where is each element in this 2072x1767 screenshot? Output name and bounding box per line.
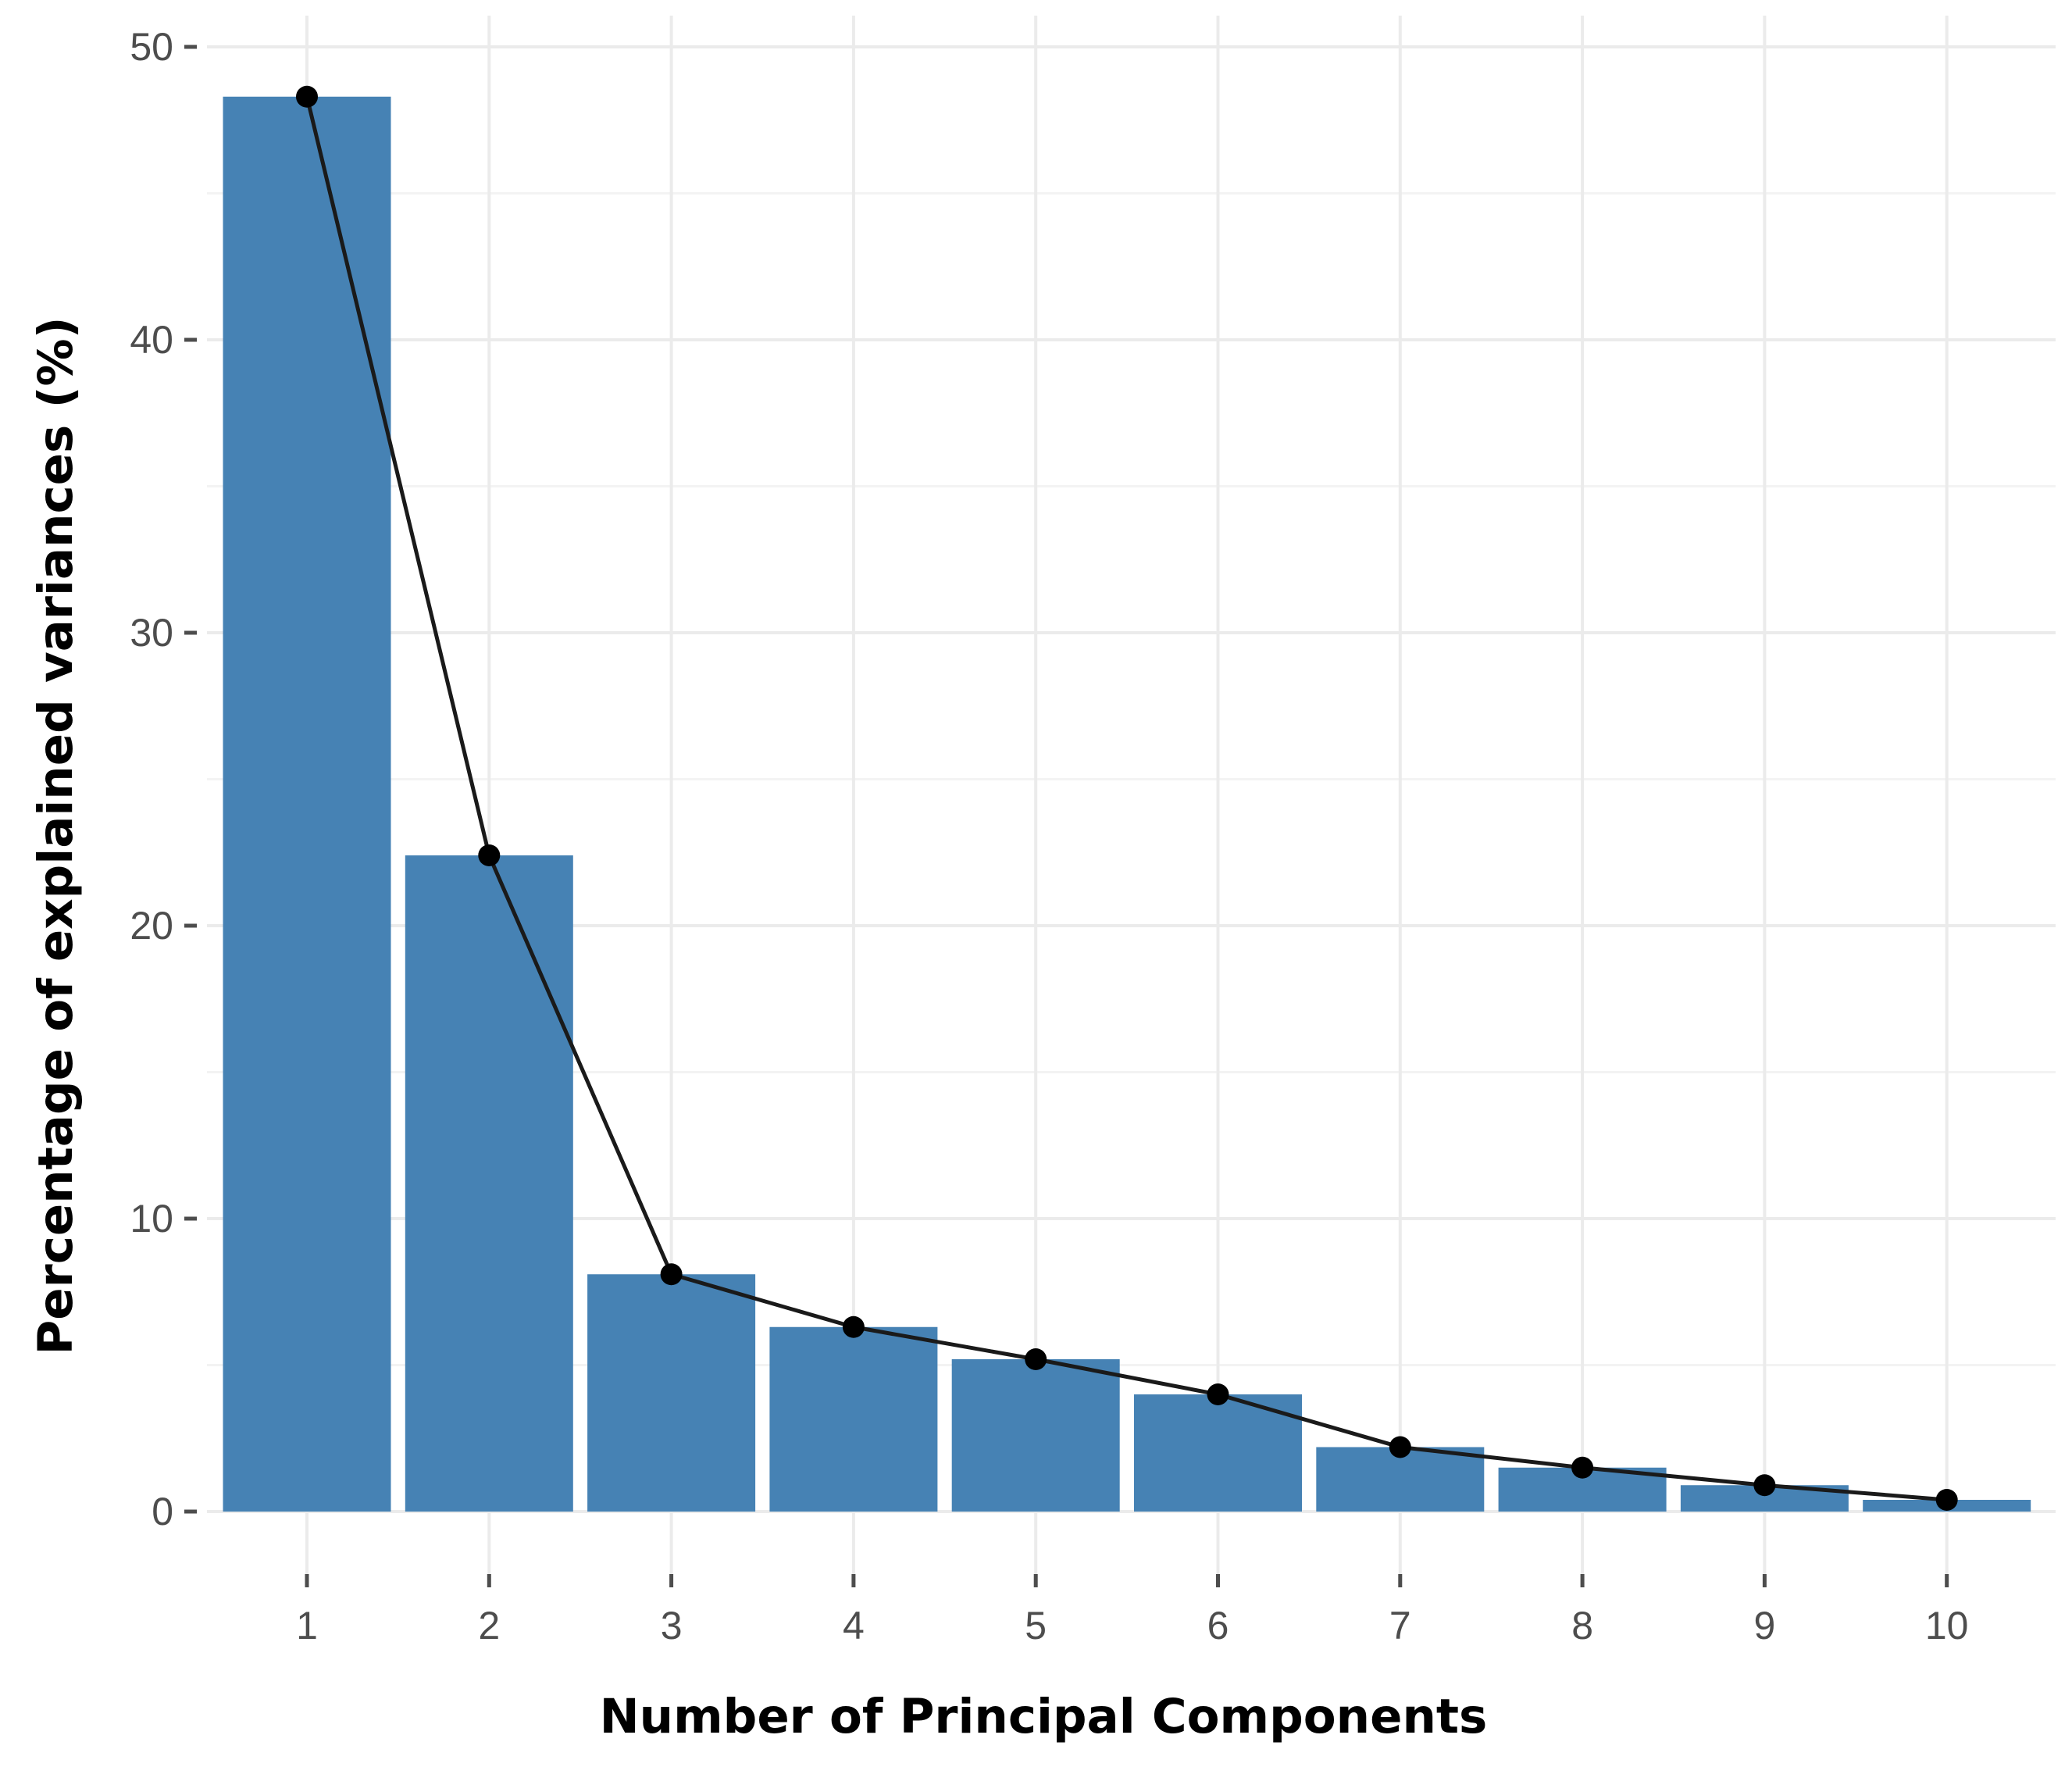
- x-tick-label: 9: [1753, 1604, 1775, 1647]
- x-tick-label: 3: [661, 1604, 683, 1647]
- bar-3: [587, 1274, 756, 1512]
- point-8: [1571, 1456, 1594, 1479]
- x-tick-label: 1: [296, 1604, 318, 1647]
- point-9: [1753, 1474, 1776, 1497]
- point-5: [1025, 1348, 1047, 1370]
- x-tick-label: 8: [1571, 1604, 1593, 1647]
- bar-6: [1134, 1394, 1302, 1512]
- x-tick-label: 5: [1025, 1604, 1047, 1647]
- y-tick-label: 30: [130, 611, 173, 655]
- x-tick-label: 7: [1389, 1604, 1411, 1647]
- x-tick-label: 4: [843, 1604, 865, 1647]
- y-tick-label: 10: [130, 1197, 173, 1240]
- point-10: [1935, 1489, 1958, 1511]
- x-tick-label: 10: [1925, 1604, 1969, 1647]
- point-3: [660, 1263, 683, 1286]
- x-axis-ticks: 1 2 3 4 5 6 7 8 9 10: [296, 1574, 1969, 1647]
- trend-line: [305, 96, 1947, 1502]
- x-tick-label: 2: [478, 1604, 500, 1647]
- y-axis-title: Percentage of explained variances (%): [28, 317, 84, 1355]
- point-2: [478, 844, 501, 866]
- y-tick-label: 20: [130, 904, 173, 948]
- x-tick-label: 6: [1207, 1604, 1229, 1647]
- bars: [223, 96, 2031, 1512]
- variance-line: [305, 96, 1947, 1502]
- y-tick-label: 50: [130, 25, 173, 69]
- bar-4: [769, 1326, 938, 1512]
- x-axis-title: Number of Principal Components: [600, 1689, 1488, 1744]
- points: [296, 85, 1958, 1511]
- point-7: [1389, 1436, 1411, 1458]
- point-4: [842, 1315, 865, 1338]
- bar-1: [223, 96, 391, 1512]
- point-6: [1207, 1383, 1229, 1405]
- bar-2: [405, 855, 573, 1512]
- bar-5: [951, 1359, 1120, 1512]
- y-tick-label: 0: [152, 1490, 173, 1533]
- y-axis-ticks: 0 10 20 30 40 50: [130, 25, 197, 1533]
- y-tick-label: 40: [130, 318, 173, 362]
- point-1: [296, 85, 318, 108]
